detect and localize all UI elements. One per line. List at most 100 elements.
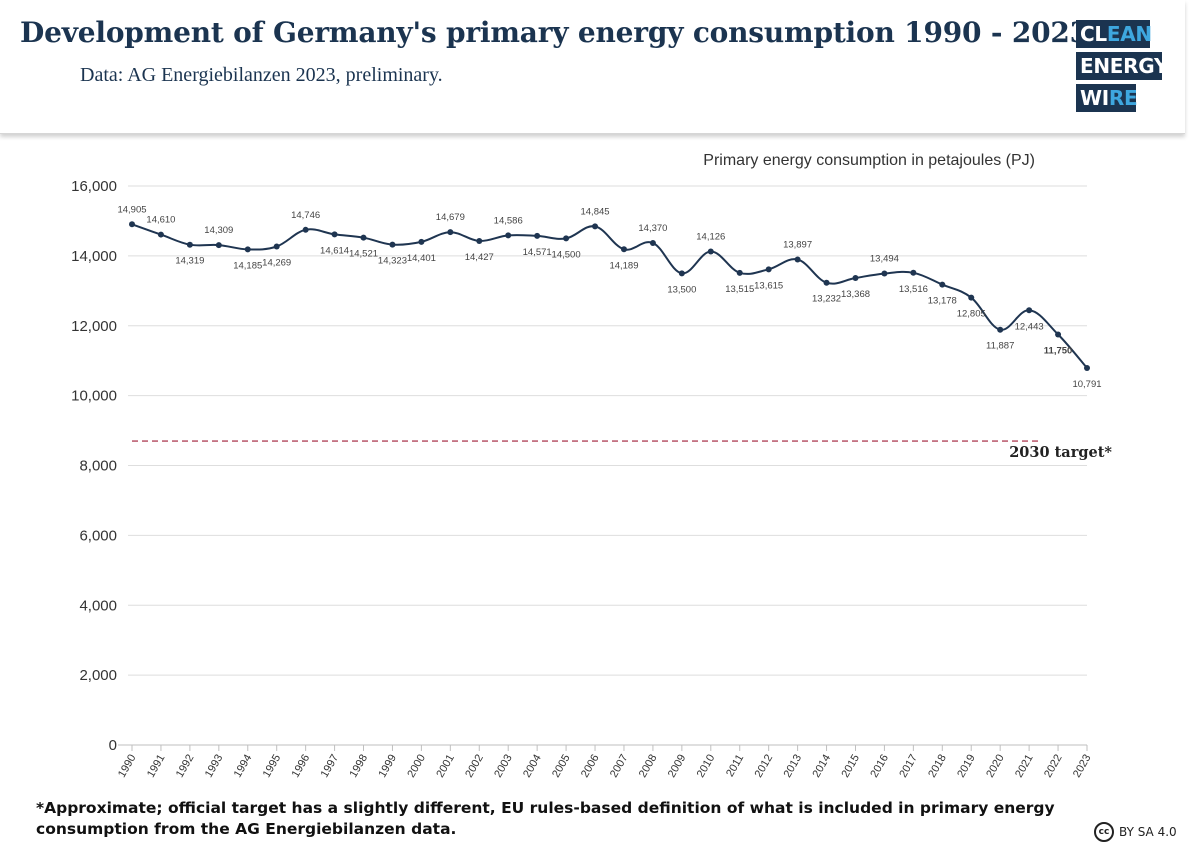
data-point xyxy=(592,223,599,230)
data-point xyxy=(244,246,251,253)
data-label: 14,845 xyxy=(580,206,609,217)
data-label: 14,185 xyxy=(233,260,262,271)
header-banner: Development of Germany's primary energy … xyxy=(0,0,1185,134)
data-point xyxy=(505,232,512,239)
data-label: 11,887 xyxy=(986,341,1014,352)
x-tick-label: 2018 xyxy=(926,753,949,780)
data-point xyxy=(273,243,280,250)
x-tick-label: 2004 xyxy=(521,753,544,780)
data-label: 13,897 xyxy=(783,239,812,250)
target-label: 2030 target* xyxy=(1009,444,1112,461)
data-point xyxy=(997,326,1004,333)
x-tick-label: 2014 xyxy=(811,753,834,780)
x-tick-label: 2015 xyxy=(839,753,862,780)
data-point xyxy=(186,241,193,248)
data-label: 14,309 xyxy=(204,225,233,236)
data-label: 14,679 xyxy=(436,212,465,223)
logo-line-clean: CLEAN xyxy=(1076,20,1152,48)
x-tick-label: 2019 xyxy=(955,753,978,780)
data-point xyxy=(534,232,541,239)
data-point xyxy=(707,248,714,255)
y-tick-label: 16,000 xyxy=(71,178,117,195)
data-point xyxy=(794,256,801,263)
data-point xyxy=(302,226,309,233)
x-tick-label: 2007 xyxy=(608,753,631,780)
data-point xyxy=(418,238,425,245)
logo-text: ENERGY xyxy=(1080,54,1169,78)
license-text: BY SA 4.0 xyxy=(1119,825,1177,839)
data-point xyxy=(678,270,685,277)
data-point xyxy=(215,242,222,249)
y-tick-label: 14,000 xyxy=(71,248,117,265)
data-label: 14,500 xyxy=(552,249,581,260)
y-tick-label: 10,000 xyxy=(71,388,117,405)
data-label: 13,178 xyxy=(928,296,957,307)
data-label: 14,610 xyxy=(146,215,175,226)
x-tick-label: 1998 xyxy=(347,753,370,780)
logo-text: CL xyxy=(1080,22,1107,46)
data-label: 10,791 xyxy=(1072,379,1101,390)
data-point xyxy=(563,235,570,242)
y-tick-label: 4,000 xyxy=(79,597,117,614)
data-label: 13,516 xyxy=(899,284,928,295)
logo-line-wire: WIRE xyxy=(1076,84,1138,112)
data-label: 13,232 xyxy=(812,294,841,305)
data-label: 14,905 xyxy=(117,204,146,215)
x-tick-label: 1997 xyxy=(319,753,342,780)
data-point xyxy=(736,269,743,276)
x-tick-label: 2009 xyxy=(666,753,689,780)
x-tick-label: 1999 xyxy=(376,753,399,780)
x-tick-label: 1990 xyxy=(116,753,139,780)
x-tick-label: 1991 xyxy=(145,753,168,780)
data-label: 11,750 xyxy=(1044,345,1073,356)
data-label: 14,126 xyxy=(696,231,725,242)
data-point xyxy=(852,274,859,281)
footnote: *Approximate; official target has a slig… xyxy=(36,799,1055,838)
data-label: 13,500 xyxy=(667,284,696,295)
x-tick-label: 2006 xyxy=(579,753,602,780)
data-label: 13,515 xyxy=(725,284,754,295)
data-label: 13,494 xyxy=(870,254,899,265)
x-tick-label: 2008 xyxy=(637,753,660,780)
data-label: 14,586 xyxy=(494,215,523,226)
data-point xyxy=(157,231,164,238)
x-tick-label: 2001 xyxy=(434,753,457,780)
data-point xyxy=(476,237,483,244)
data-point xyxy=(649,239,656,246)
data-point xyxy=(765,266,772,273)
gridlines xyxy=(128,185,1087,676)
x-tick-label: 2003 xyxy=(492,753,515,780)
data-point xyxy=(968,294,975,301)
chart-title: Primary energy consumption in petajoules… xyxy=(703,152,1035,169)
x-tick-label: 2022 xyxy=(1042,753,1065,780)
x-tick-label: 2017 xyxy=(897,753,920,780)
data-label: 14,614 xyxy=(320,245,349,256)
data-label: 14,323 xyxy=(378,256,407,267)
data-point xyxy=(360,234,367,241)
x-tick-label: 1995 xyxy=(261,753,284,780)
x-tick-label: 2005 xyxy=(550,753,573,780)
data-point xyxy=(910,269,917,276)
data-label: 14,401 xyxy=(407,253,436,264)
logo-text-accent: RE xyxy=(1108,86,1138,110)
x-tick-label: 2002 xyxy=(463,753,486,780)
data-point xyxy=(389,241,396,248)
data-point xyxy=(823,279,830,286)
x-tick-label: 2021 xyxy=(1013,753,1036,780)
data-point xyxy=(1055,331,1062,338)
data-point xyxy=(881,270,888,277)
x-axis: 1990 1991 1992 1993 1994 1995 1996 1997 1998 1999… xyxy=(116,744,1094,780)
logo-text-accent: EAN xyxy=(1106,22,1152,46)
data-point xyxy=(1084,364,1090,371)
data-label: 14,269 xyxy=(262,257,291,268)
cc-icon: cc xyxy=(1094,822,1114,842)
data-label: 13,368 xyxy=(841,289,870,300)
data-label: 14,319 xyxy=(175,256,204,267)
y-tick-label: 12,000 xyxy=(71,318,117,335)
data-point xyxy=(1026,307,1033,314)
data-point xyxy=(331,231,338,238)
y-axis: 0 2,000 4,000 6,000 8,000 10,000 12,000 14,000 1… xyxy=(71,178,117,754)
data-label: 14,370 xyxy=(638,223,667,234)
